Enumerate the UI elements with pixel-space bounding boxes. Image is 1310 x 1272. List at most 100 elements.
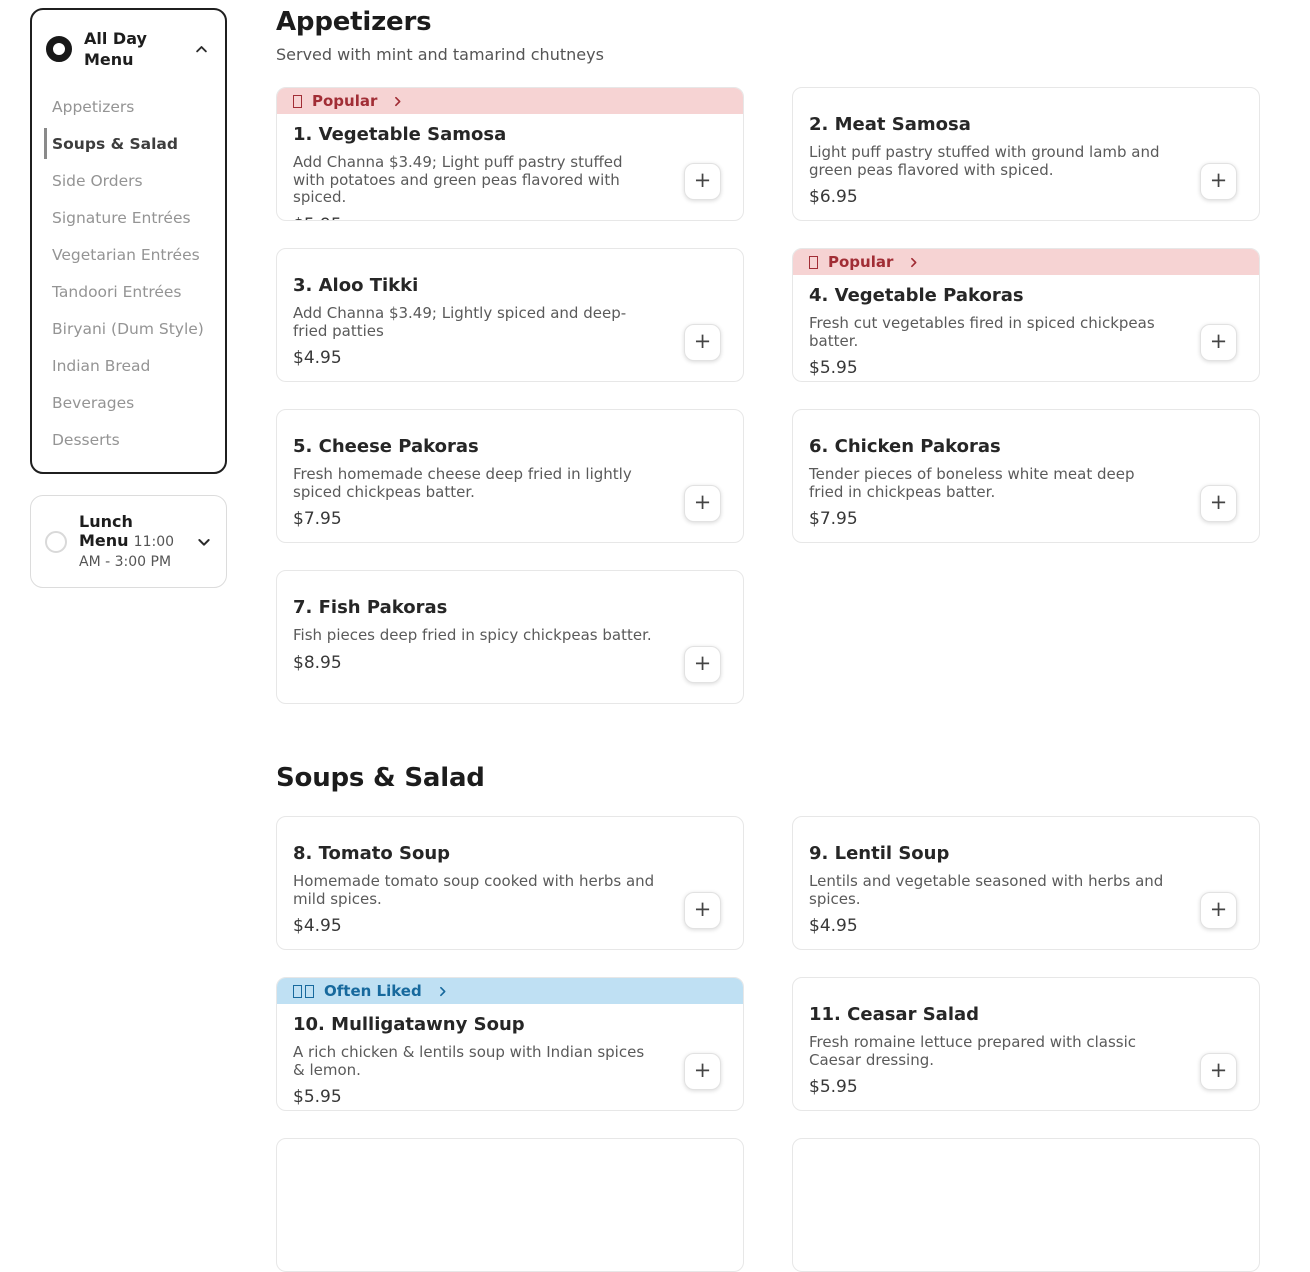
add-to-cart-button[interactable]: +: [1200, 892, 1237, 929]
sidebar-item-vegetarian-entrees[interactable]: Vegetarian Entrées: [52, 245, 200, 264]
menu-item-card-tomato-soup[interactable]: 8. Tomato Soup Homemade tomato soup cook…: [276, 816, 744, 950]
add-to-cart-button[interactable]: +: [684, 892, 721, 929]
item-description: Light puff pastry stuffed with ground la…: [809, 143, 1160, 179]
item-name: 8. Tomato Soup: [293, 843, 451, 864]
thumbs-up-emoji-placeholder-icon: [293, 984, 314, 998]
often-liked-banner[interactable]: Often Liked: [277, 978, 743, 1004]
lunch-menu-title: Lunch Menu: [79, 512, 133, 550]
item-description: Homemade tomato soup cooked with herbs a…: [293, 872, 655, 908]
popular-banner-label: Popular: [828, 253, 894, 271]
item-name: 2. Meat Samosa: [809, 114, 971, 135]
item-price: $5.95: [293, 1087, 342, 1107]
add-to-cart-button[interactable]: +: [1200, 1053, 1237, 1090]
item-description: Tender pieces of boneless white meat dee…: [809, 465, 1135, 501]
sidebar-item-biryani[interactable]: Biryani (Dum Style): [52, 319, 204, 338]
menu-item-card-lentil-soup[interactable]: 9. Lentil Soup Lentils and vegetable sea…: [792, 816, 1260, 950]
item-name: 3. Aloo Tikki: [293, 275, 419, 296]
item-price: $4.95: [293, 348, 342, 368]
item-price: $5.95: [809, 358, 858, 378]
item-description: Fresh cut vegetables fired in spiced chi…: [809, 314, 1155, 350]
menu-content: Appetizers Served with mint and tamarind…: [227, 0, 1310, 1272]
popular-banner[interactable]: Popular: [277, 88, 743, 114]
item-description: Lentils and vegetable seasoned with herb…: [809, 872, 1164, 908]
all-day-menu-panel: All Day Menu Appetizers Soups & Salad Si…: [30, 8, 227, 474]
menu-section-nav: Appetizers Soups & Salad Side Orders Sig…: [32, 88, 225, 458]
chevron-down-icon[interactable]: [196, 534, 212, 550]
card-grid: 8. Tomato Soup Homemade tomato soup cook…: [276, 816, 1260, 1272]
menu-item-card-ceasar-salad[interactable]: 11. Ceasar Salad Fresh romaine lettuce p…: [792, 977, 1260, 1111]
chevron-right-icon: [436, 985, 449, 998]
sidebar-item-signature-entrees[interactable]: Signature Entrées: [52, 208, 191, 227]
item-name: 7. Fish Pakoras: [293, 597, 448, 618]
section-soups-salad: Soups & Salad 8. Tomato Soup Homemade to…: [276, 762, 1260, 1272]
item-price: $7.95: [293, 509, 342, 529]
menu-circle-outline-icon: [45, 530, 67, 553]
menu-item-card-partial[interactable]: [792, 1138, 1260, 1272]
item-description: Fresh romaine lettuce prepared with clas…: [809, 1033, 1136, 1069]
menu-ring-icon: [46, 36, 72, 62]
menu-item-card-vegetable-samosa[interactable]: Popular 1. Vegetable Samosa Add Channa $…: [276, 87, 744, 221]
item-name: 11. Ceasar Salad: [809, 1004, 980, 1025]
menu-item-card-mulligatawny-soup[interactable]: Often Liked 10. Mulligatawny Soup A rich…: [276, 977, 744, 1111]
item-name: 6. Chicken Pakoras: [809, 436, 1001, 457]
sidebar-item-tandoori-entrees[interactable]: Tandoori Entrées: [52, 282, 182, 301]
add-to-cart-button[interactable]: +: [1200, 324, 1237, 361]
menu-item-card-fish-pakoras[interactable]: 7. Fish Pakoras Fish pieces deep fried i…: [276, 570, 744, 704]
add-to-cart-button[interactable]: +: [1200, 485, 1237, 522]
item-description: Add Channa $3.49; Light puff pastry stuf…: [293, 153, 623, 206]
sidebar-item-appetizers[interactable]: Appetizers: [52, 97, 135, 116]
item-description: Fresh homemade cheese deep fried in ligh…: [293, 465, 632, 501]
item-name: 9. Lentil Soup: [809, 843, 950, 864]
often-liked-banner-label: Often Liked: [324, 982, 422, 1000]
menu-item-card-partial[interactable]: [276, 1138, 744, 1272]
item-name: 4. Vegetable Pakoras: [809, 285, 1024, 306]
menu-item-card-vegetable-pakoras[interactable]: Popular 4. Vegetable Pakoras Fresh cut v…: [792, 248, 1260, 382]
sidebar-item-soups-salad[interactable]: Soups & Salad: [32, 125, 225, 162]
menu-item-card-cheese-pakoras[interactable]: 5. Cheese Pakoras Fresh homemade cheese …: [276, 409, 744, 543]
item-description: Add Channa $3.49; Lightly spiced and dee…: [293, 304, 627, 340]
flame-emoji-placeholder-icon: [809, 255, 818, 269]
item-price: $6.95: [809, 187, 858, 207]
flame-emoji-placeholder-icon: [293, 94, 302, 108]
section-appetizers: Appetizers Served with mint and tamarind…: [276, 6, 1260, 704]
lunch-menu-panel[interactable]: Lunch Menu 11:00 AM - 3:00 PM: [30, 495, 227, 588]
chevron-right-icon: [907, 256, 920, 269]
item-price: $4.95: [293, 916, 342, 936]
add-to-cart-button[interactable]: +: [1200, 163, 1237, 200]
sidebar-item-side-orders[interactable]: Side Orders: [52, 171, 143, 190]
item-price: $8.95: [293, 652, 342, 673]
popular-banner[interactable]: Popular: [793, 249, 1259, 275]
sidebar-item-desserts[interactable]: Desserts: [52, 430, 120, 449]
lunch-menu-text: Lunch Menu 11:00 AM - 3:00 PM: [79, 512, 179, 571]
lunch-menu-hours: 11:00 AM - 3:00 PM: [79, 534, 175, 570]
menu-item-card-chicken-pakoras[interactable]: 6. Chicken Pakoras Tender pieces of bone…: [792, 409, 1260, 543]
add-to-cart-button[interactable]: +: [684, 1053, 721, 1090]
chevron-up-icon[interactable]: [194, 42, 209, 57]
card-grid: Popular 1. Vegetable Samosa Add Channa $…: [276, 87, 1260, 704]
all-day-menu-header[interactable]: All Day Menu: [32, 28, 225, 70]
add-to-cart-button[interactable]: +: [684, 485, 721, 522]
item-price: $7.95: [809, 509, 858, 529]
section-title: Appetizers: [276, 7, 432, 37]
section-subtitle: Served with mint and tamarind chutneys: [276, 45, 604, 64]
add-to-cart-button[interactable]: +: [684, 163, 721, 200]
all-day-menu-title: All Day Menu: [84, 29, 147, 69]
section-title: Soups & Salad: [276, 763, 485, 793]
add-to-cart-button[interactable]: +: [684, 324, 721, 361]
item-name: 1. Vegetable Samosa: [293, 124, 507, 145]
menu-item-card-meat-samosa[interactable]: 2. Meat Samosa Light puff pastry stuffed…: [792, 87, 1260, 221]
item-description: A rich chicken & lentils soup with India…: [293, 1043, 645, 1079]
chevron-right-icon: [391, 95, 404, 108]
item-name: 5. Cheese Pakoras: [293, 436, 479, 457]
add-to-cart-button[interactable]: +: [684, 646, 721, 683]
item-name: 10. Mulligatawny Soup: [293, 1014, 525, 1035]
item-price: $5.95: [809, 1077, 858, 1097]
popular-banner-label: Popular: [312, 92, 378, 110]
item-price: $4.95: [809, 916, 858, 936]
item-description: Fish pieces deep fried in spicy chickpea…: [293, 626, 652, 644]
sidebar: All Day Menu Appetizers Soups & Salad Si…: [30, 8, 227, 588]
menu-item-card-aloo-tikki[interactable]: 3. Aloo Tikki Add Channa $3.49; Lightly …: [276, 248, 744, 382]
sidebar-item-beverages[interactable]: Beverages: [52, 393, 135, 412]
sidebar-item-indian-bread[interactable]: Indian Bread: [52, 356, 151, 375]
